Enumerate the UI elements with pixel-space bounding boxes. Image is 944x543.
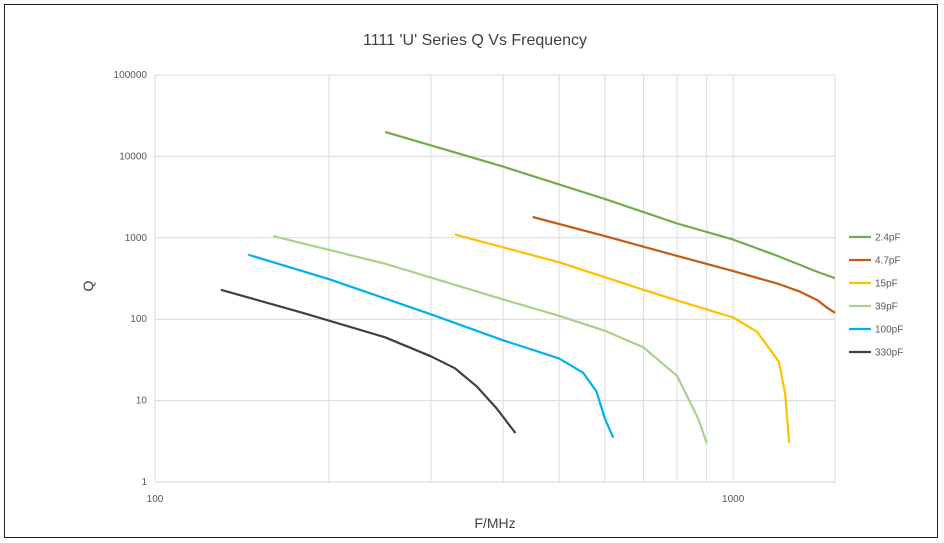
legend: 2.4pF 4.7pF 15pF 39pF 100pF 330pF [849, 233, 903, 359]
series-line-2.4pF [384, 130, 836, 280]
x-axis-label: F/MHz [474, 515, 515, 531]
y-tick-label: 100 [130, 314, 147, 325]
legend-label: 39pF [875, 302, 898, 313]
x-tick-label: 100 [147, 494, 164, 505]
series-line-4.7pF [532, 215, 836, 314]
y-tick-label: 1000 [125, 233, 148, 244]
series-line-100pF [247, 253, 615, 439]
series-lines [220, 130, 836, 444]
y-tick-label: 1 [141, 477, 147, 488]
y-axis-label: Q [80, 280, 96, 291]
series-line-330pF [220, 288, 517, 434]
chart-title: 1111 'U' Series Q Vs Frequency [363, 32, 587, 49]
series-line-15pF [454, 233, 791, 444]
chart: 1111 'U' Series Q Vs Frequency 1 10 100 100… [80, 32, 903, 531]
legend-label: 2.4pF [875, 233, 901, 244]
legend-label: 330pF [875, 348, 903, 359]
chart-frame: 1111 'U' Series Q Vs Frequency 1 10 100 100… [4, 4, 938, 538]
legend-label: 100pF [875, 325, 903, 336]
tick-labels: 1 10 100 1000 10000 100000 100 1000 [114, 70, 745, 505]
gridlines [154, 74, 836, 483]
series-line-39pF [272, 235, 708, 444]
y-tick-label: 10 [136, 396, 148, 407]
legend-label: 4.7pF [875, 256, 901, 267]
y-tick-label: 10000 [119, 151, 147, 162]
legend-label: 15pF [875, 279, 898, 290]
y-tick-label: 100000 [114, 70, 148, 81]
x-tick-label: 1000 [722, 494, 745, 505]
